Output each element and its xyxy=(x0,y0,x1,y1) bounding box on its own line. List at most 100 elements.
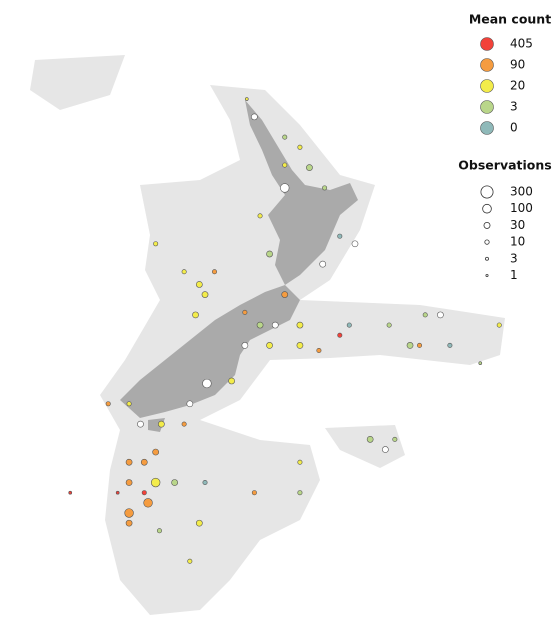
point xyxy=(244,97,249,101)
legend-size xyxy=(484,239,490,245)
point xyxy=(319,260,327,268)
point xyxy=(126,401,132,407)
point xyxy=(297,459,303,465)
legend-size xyxy=(480,185,494,199)
point xyxy=(140,458,148,466)
basemap xyxy=(30,55,505,615)
legend-label: 405 xyxy=(510,37,533,51)
point xyxy=(266,250,273,258)
legend-label: 20 xyxy=(510,79,525,93)
legend-swatch xyxy=(480,121,494,135)
point xyxy=(202,480,208,486)
point xyxy=(153,241,159,247)
point xyxy=(251,113,258,121)
point xyxy=(192,311,199,319)
point xyxy=(281,291,289,298)
point xyxy=(181,421,187,427)
point xyxy=(156,528,162,534)
point xyxy=(125,479,133,486)
point xyxy=(422,312,428,318)
point xyxy=(257,213,263,219)
legend-label: 10 xyxy=(510,235,525,249)
legend-title: Mean count xyxy=(469,12,551,27)
shelf xyxy=(100,85,505,615)
point xyxy=(68,490,73,495)
legend-swatch xyxy=(480,58,494,72)
point xyxy=(186,400,194,408)
legend-size xyxy=(482,203,492,214)
legend-size xyxy=(483,221,491,229)
point xyxy=(152,448,160,456)
legend-label: 3 xyxy=(510,251,518,265)
point xyxy=(212,269,218,275)
point xyxy=(296,342,304,349)
point xyxy=(181,269,187,275)
point xyxy=(437,311,444,319)
point xyxy=(201,291,209,298)
point xyxy=(202,378,212,389)
point xyxy=(256,321,264,329)
point xyxy=(366,436,374,443)
north-island xyxy=(245,100,358,285)
legend-swatch xyxy=(480,79,494,93)
point xyxy=(251,490,257,496)
point xyxy=(351,240,359,248)
point xyxy=(337,233,343,239)
points xyxy=(68,97,502,564)
point xyxy=(242,309,248,315)
point xyxy=(296,321,304,329)
legend-label: 300 xyxy=(510,185,533,199)
point xyxy=(171,479,178,486)
point xyxy=(241,342,249,349)
point xyxy=(322,185,328,191)
point xyxy=(337,332,343,338)
legend-size xyxy=(485,256,489,261)
legend-label: 90 xyxy=(510,58,525,72)
point xyxy=(143,498,153,508)
point xyxy=(306,164,313,171)
legend-label: 100 xyxy=(510,201,533,215)
point xyxy=(346,322,352,328)
point xyxy=(137,420,144,428)
legend-swatch xyxy=(480,100,494,114)
point xyxy=(478,361,483,366)
point xyxy=(158,420,165,428)
point xyxy=(271,321,279,329)
point xyxy=(266,342,273,349)
point xyxy=(316,347,322,353)
legend-label: 0 xyxy=(510,121,518,135)
point xyxy=(150,477,161,488)
legend-label: 30 xyxy=(510,218,525,232)
shelf-north xyxy=(30,55,125,110)
point xyxy=(447,342,453,348)
point xyxy=(496,322,502,328)
legend-swatch xyxy=(480,37,494,51)
point xyxy=(124,508,134,518)
point xyxy=(125,458,133,466)
point xyxy=(417,342,423,348)
point xyxy=(187,558,193,564)
point xyxy=(382,446,389,453)
point xyxy=(228,377,235,385)
shelf-chatham xyxy=(325,425,405,468)
point xyxy=(125,519,133,527)
point xyxy=(195,519,203,527)
point xyxy=(406,342,414,349)
point xyxy=(115,490,120,495)
point xyxy=(386,322,392,328)
point xyxy=(282,162,288,168)
point xyxy=(297,490,303,496)
legend-size xyxy=(485,273,489,277)
point xyxy=(392,436,398,442)
point xyxy=(297,144,303,150)
legend-label: 3 xyxy=(510,100,518,114)
point xyxy=(105,401,111,407)
point xyxy=(282,134,288,140)
point xyxy=(280,183,290,193)
legend: Mean count Observations 4059020303001003… xyxy=(458,12,551,283)
point xyxy=(141,490,147,496)
legend-title: Observations xyxy=(458,158,551,173)
south-island xyxy=(120,285,300,418)
